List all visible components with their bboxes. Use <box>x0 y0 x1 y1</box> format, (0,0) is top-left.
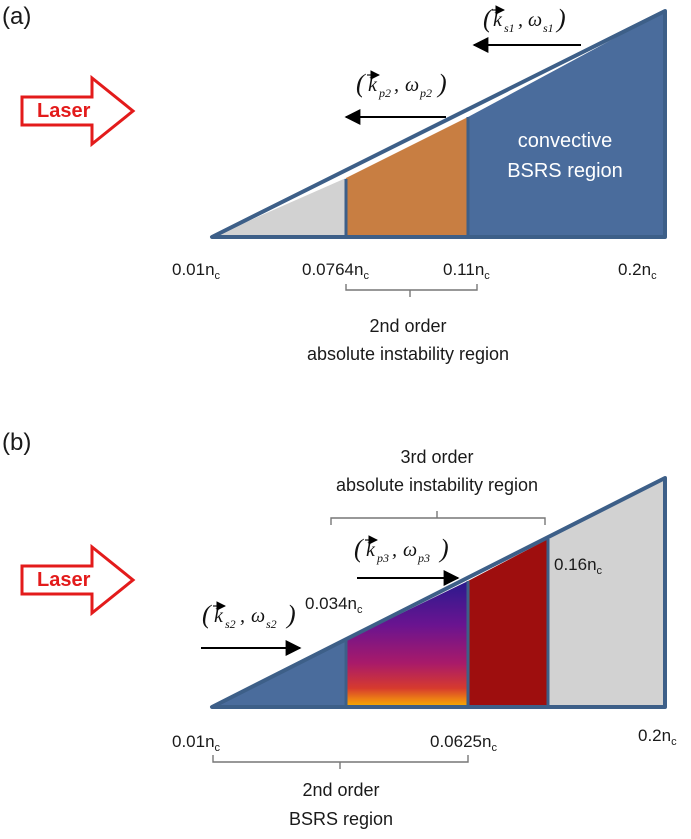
paren-close: ) <box>555 4 566 33</box>
paren-open: ( <box>354 534 364 563</box>
k-symbol: k <box>214 605 224 627</box>
tick-label: 0.01nc <box>172 260 221 282</box>
gradient-region-b <box>346 581 468 707</box>
panel-b: (b) 3rd order absolute instability regio… <box>2 429 677 829</box>
k-symbol: k <box>493 9 503 31</box>
comma: , <box>394 74 399 96</box>
convective-region-a <box>468 11 665 237</box>
wave-label-s2: ( k s2 , ω s2 ) <box>202 600 296 631</box>
comma: , <box>518 9 523 31</box>
wave-label-p2: ( k p2 , ω p2 ) <box>356 69 447 100</box>
laser-arrow-b: Laser <box>20 543 136 617</box>
paren-open: ( <box>202 600 212 629</box>
paren-open: ( <box>356 69 366 98</box>
omega-subscript: p3 <box>417 551 430 565</box>
tick-label: 0.01nc <box>172 732 221 754</box>
omega-subscript: p2 <box>419 86 432 100</box>
paren-close: ) <box>436 69 447 98</box>
laser-label-a: Laser <box>37 100 91 122</box>
k-symbol: k <box>366 539 376 561</box>
omega-symbol: ω <box>405 74 419 96</box>
comma: , <box>392 539 397 561</box>
panel-b-tag: (b) <box>2 429 31 456</box>
omega-symbol: ω <box>251 605 265 627</box>
omega-subscript: s2 <box>266 617 277 631</box>
brace-top-b <box>330 511 546 525</box>
gray-region-b <box>548 478 665 707</box>
inline-label-0034: 0.034nc <box>305 594 363 616</box>
brace-bottom-text-2: BSRS region <box>289 809 393 829</box>
k-subscript: s1 <box>504 21 515 35</box>
brace-a <box>345 284 478 297</box>
tick-label: 0.2nc <box>618 260 657 282</box>
omega-symbol: ω <box>528 9 542 31</box>
omega-symbol: ω <box>403 539 417 561</box>
paren-close: ) <box>285 600 296 629</box>
tick-label: 0.0764nc <box>302 260 369 282</box>
tick-label: 0.2nc <box>638 726 677 748</box>
region-text-1: convective <box>518 130 613 152</box>
brace-bottom-b <box>212 755 469 769</box>
laser-arrow-a: Laser <box>20 74 136 148</box>
brace-bottom-text-1: 2nd order <box>302 780 379 800</box>
orange-region-a <box>346 117 468 237</box>
brace-top-text-2: absolute instability region <box>336 475 538 495</box>
paren-open: ( <box>483 4 493 33</box>
laser-arrow-icon <box>20 543 136 617</box>
tick-labels-b: 0.01nc 0.0625nc 0.2nc <box>172 726 677 754</box>
triangle-outline-b <box>210 476 667 709</box>
triangle-outline-a <box>210 9 667 239</box>
k-subscript: p2 <box>378 86 391 100</box>
brace-a-text-2: absolute instability region <box>307 344 509 364</box>
comma: , <box>240 605 245 627</box>
panel-a: (a) Laser convective BSRS region ( k s1 … <box>2 3 667 364</box>
region-text-2: BSRS region <box>507 160 623 182</box>
omega-subscript: s1 <box>543 21 554 35</box>
tick-labels-a: 0.01nc 0.0764nc 0.11nc 0.2nc <box>172 260 657 282</box>
laser-label-b: Laser <box>37 569 91 591</box>
paren-close: ) <box>438 534 449 563</box>
wave-label-p3: ( k p3 , ω p3 ) <box>354 534 449 565</box>
darkred-region-b <box>468 539 548 707</box>
k-symbol: k <box>368 74 378 96</box>
k-subscript: s2 <box>225 617 236 631</box>
wave-label-s1: ( k s1 , ω s1 ) <box>483 4 566 35</box>
k-subscript: p3 <box>376 551 389 565</box>
laser-arrow-icon <box>20 74 136 148</box>
brace-top-text-1: 3rd order <box>400 447 473 467</box>
brace-a-text-1: 2nd order <box>369 316 446 336</box>
inline-label-016: 0.16nc <box>554 555 603 577</box>
tick-label: 0.0625nc <box>430 732 497 754</box>
tick-label: 0.11nc <box>443 260 490 282</box>
panel-a-tag: (a) <box>2 3 31 30</box>
